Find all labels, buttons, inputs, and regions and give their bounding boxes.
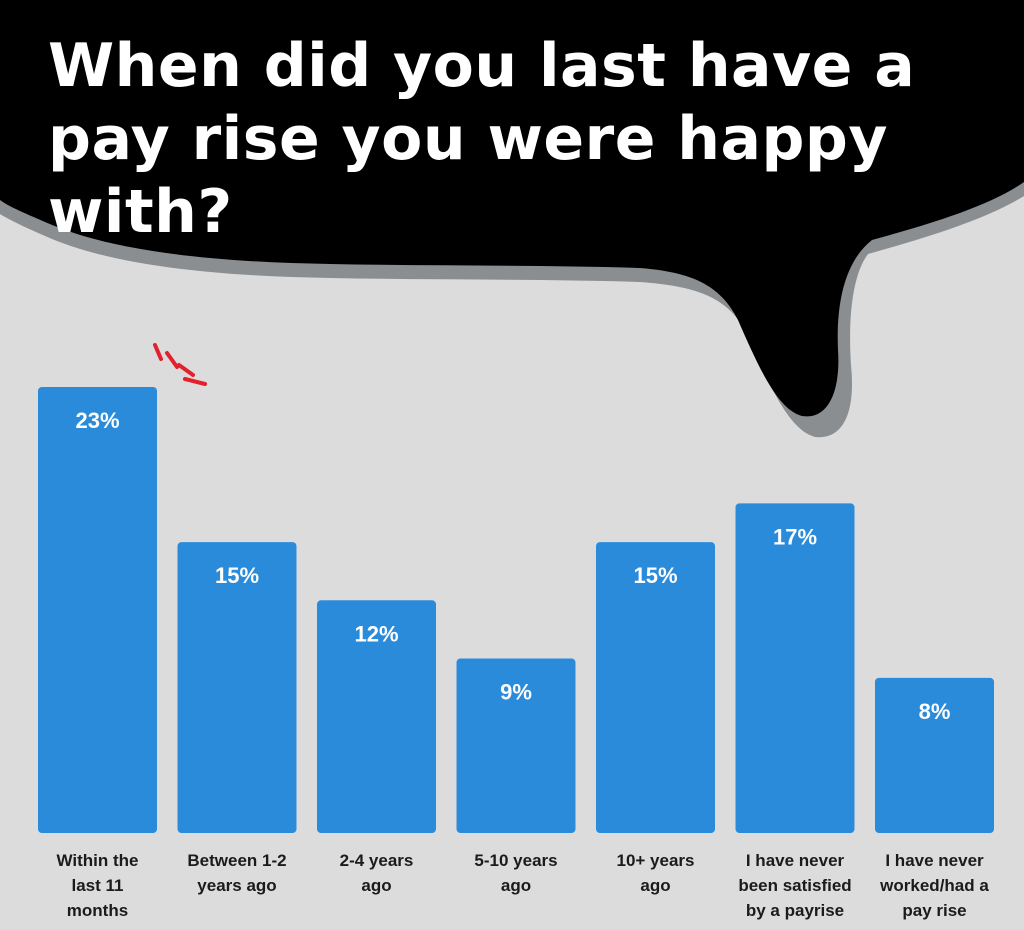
value-labels-group: 23% 15% 12% 9% 15% 17% 8% [75, 408, 950, 724]
bar-5 [596, 542, 715, 833]
emphasis-mark-4 [183, 377, 207, 386]
category-label-6: I have never been satisfied by a payrise [738, 851, 852, 920]
value-label-7: 8% [919, 699, 951, 724]
bar-7 [875, 677, 994, 833]
category-label-1: Within the last 11 months [56, 851, 139, 920]
bar-1 [38, 387, 157, 833]
category-label-4: 5-10 years ago [474, 851, 558, 895]
bar-6 [735, 503, 855, 833]
speech-bubble-body [0, 0, 1024, 417]
category-label-3: 2-4 years ago [339, 851, 414, 895]
emphasis-mark-2 [165, 351, 179, 369]
value-label-2: 15% [215, 563, 259, 588]
bar-4 [456, 658, 576, 833]
chart-title: When did you last have a pay rise you we… [48, 31, 916, 247]
bars-group [38, 387, 994, 833]
value-label-1: 23% [75, 408, 119, 433]
category-label-7: I have never worked/had a pay rise [880, 851, 989, 920]
value-label-3: 12% [354, 621, 398, 646]
category-label-2: Between 1-2 years ago [187, 851, 287, 895]
value-label-4: 9% [500, 679, 532, 704]
bar-2 [177, 542, 297, 833]
category-label-5: 10+ years ago [616, 851, 695, 895]
emphasis-mark-1 [153, 343, 163, 361]
emphasis-mark-3 [177, 363, 195, 377]
bar-3 [317, 600, 436, 833]
value-label-5: 15% [633, 563, 677, 588]
value-label-6: 17% [773, 524, 817, 549]
emphasis-marks [153, 343, 207, 386]
